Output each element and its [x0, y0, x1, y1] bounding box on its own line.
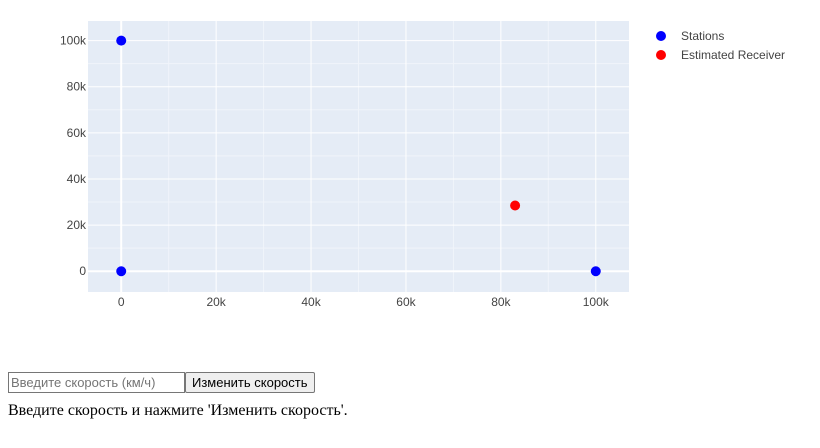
data-point-stations[interactable] [590, 266, 601, 277]
grid-lines [88, 21, 629, 292]
x-tick-label: 60k [396, 295, 416, 309]
y-tick-label: 20k [67, 218, 87, 232]
change-speed-button[interactable]: Изменить скорость [185, 372, 315, 393]
legend-marker-stations [656, 31, 666, 41]
data-points [116, 35, 601, 277]
x-tick-label: 0 [118, 295, 125, 309]
data-point-stations[interactable] [116, 35, 127, 46]
x-tick-label: 100k [583, 295, 610, 309]
y-tick-label: 0 [79, 264, 86, 278]
legend-item-estimated-receiver[interactable]: Estimated Receiver [656, 48, 785, 62]
y-tick-label: 60k [67, 126, 87, 140]
legend: Stations Estimated Receiver [656, 29, 785, 62]
status-message: Введите скорость и нажмите 'Изменить ско… [8, 402, 348, 419]
scatter-plot: 0 20k 40k 60k 80k 100k 0 20k 40k 60k 80k 100k Stati… [60, 21, 785, 309]
plot-svg: 0 20k 40k 60k 80k 100k 0 20k 40k 60k 80k 100k Stati… [60, 21, 785, 309]
tick-labels: 0 20k 40k 60k 80k 100k 0 20k 40k 60k 80k 100k [60, 34, 610, 309]
speed-controls: Изменить скорость [8, 372, 315, 393]
legend-label-estimated-receiver: Estimated Receiver [681, 48, 785, 62]
x-tick-label: 80k [491, 295, 511, 309]
data-point-stations[interactable] [116, 266, 127, 277]
x-tick-label: 40k [301, 295, 321, 309]
y-tick-label: 40k [67, 172, 87, 186]
legend-label-stations: Stations [681, 29, 724, 43]
y-tick-label: 80k [67, 80, 87, 94]
legend-marker-estimated-receiver [656, 50, 666, 60]
y-tick-label: 100k [60, 34, 87, 48]
legend-item-stations[interactable]: Stations [656, 29, 724, 43]
speed-input[interactable] [8, 372, 185, 393]
x-tick-label: 20k [206, 295, 226, 309]
data-point-estimated-receiver[interactable] [510, 200, 521, 211]
